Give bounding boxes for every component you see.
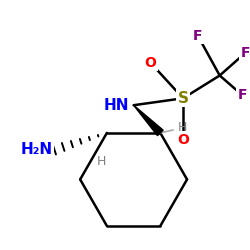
Text: HN: HN — [103, 98, 129, 113]
Text: O: O — [177, 133, 189, 147]
Text: H: H — [97, 155, 106, 168]
Text: O: O — [144, 56, 156, 70]
Text: H: H — [178, 122, 188, 134]
Text: F: F — [193, 29, 203, 43]
Text: F: F — [241, 46, 250, 60]
Text: F: F — [238, 88, 247, 102]
Polygon shape — [134, 105, 163, 136]
Text: S: S — [178, 91, 188, 106]
Text: H₂N: H₂N — [20, 142, 52, 157]
